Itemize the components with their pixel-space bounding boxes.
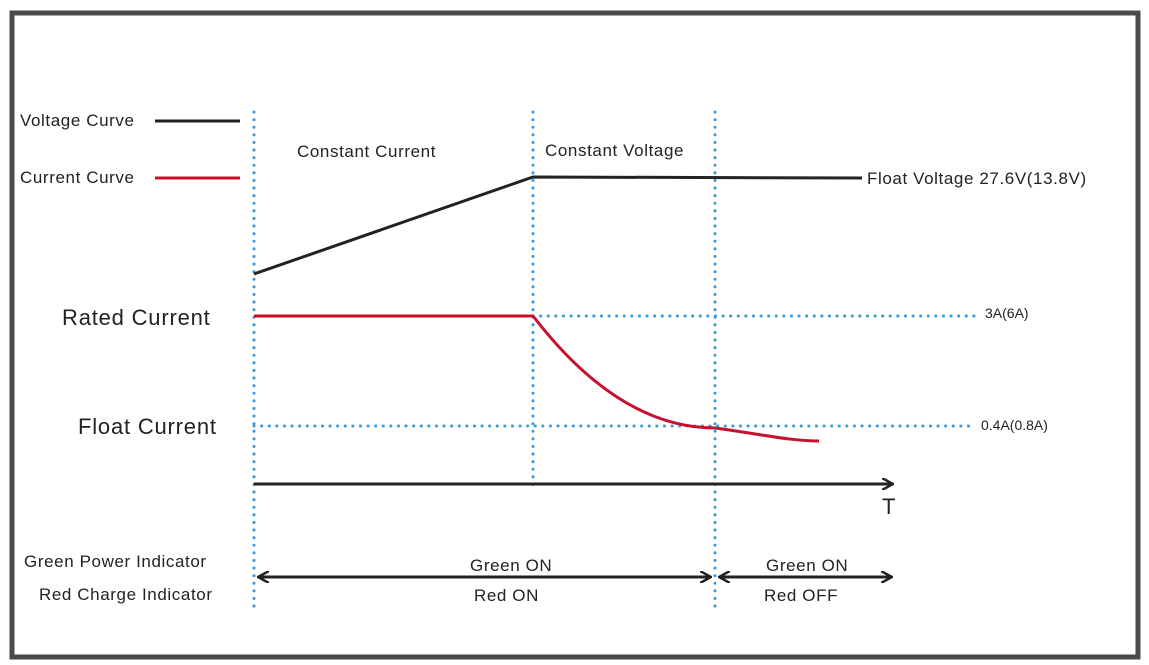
phase1-green-state: Green ON [470,556,552,575]
phase2-red-state: Red OFF [764,586,838,605]
float-current-value: 0.4A(0.8A) [981,417,1048,433]
phase1-red-state: Red ON [474,586,539,605]
red-indicator-label: Red Charge Indicator [39,585,213,604]
phase2-green-state: Green ON [766,556,848,575]
rated-current-label: Rated Current [62,305,211,330]
constant-voltage-label: Constant Voltage [545,141,684,160]
voltage-curve [253,175,863,276]
green-indicator-label: Green Power Indicator [24,552,207,571]
float-current-label: Float Current [78,414,217,439]
current-legend-label: Current Curve [20,168,135,187]
float-voltage-label: Float Voltage 27.6V(13.8V) [867,169,1087,188]
rated-current-value: 3A(6A) [985,305,1029,321]
diagram-frame [9,10,1141,660]
constant-current-label: Constant Current [297,142,436,161]
time-axis-label: T [882,494,896,519]
current-curve [254,314,820,443]
voltage-legend-label: Voltage Curve [20,111,135,130]
